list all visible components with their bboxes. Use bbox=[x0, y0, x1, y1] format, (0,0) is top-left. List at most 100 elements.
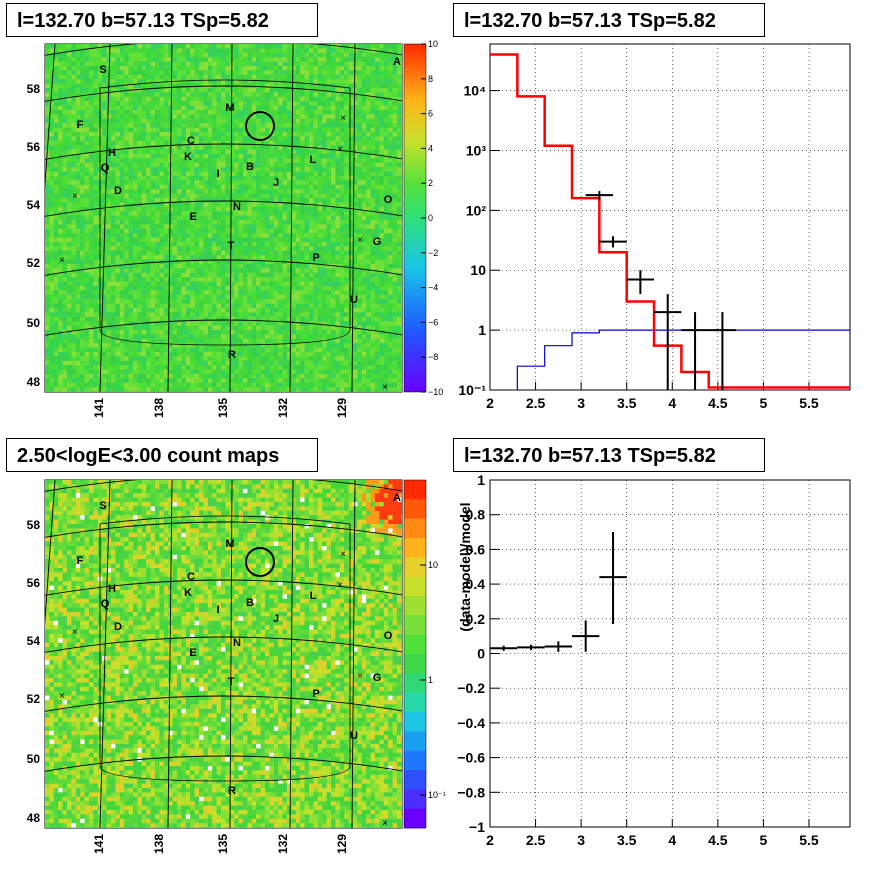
map-pixel bbox=[251, 105, 257, 111]
map-pixel bbox=[379, 114, 384, 119]
map-pixel bbox=[45, 70, 50, 75]
map-pixel bbox=[397, 281, 402, 287]
map-pixel bbox=[45, 92, 50, 97]
map-pixel bbox=[62, 215, 68, 221]
map-pixel bbox=[304, 83, 310, 89]
map-pixel bbox=[67, 237, 72, 243]
map-pixel bbox=[353, 118, 358, 124]
map-pixel bbox=[172, 211, 178, 216]
map-pixel bbox=[45, 286, 50, 291]
map-pixel bbox=[243, 96, 248, 102]
map-pixel bbox=[124, 162, 129, 168]
map-pixel bbox=[229, 294, 235, 300]
map-pixel bbox=[128, 277, 134, 282]
map-pixel bbox=[300, 286, 305, 291]
map-pixel bbox=[291, 180, 296, 185]
map-pixel bbox=[199, 101, 204, 106]
map-pixel bbox=[300, 264, 305, 269]
map-pixel bbox=[229, 158, 235, 163]
map-pixel bbox=[326, 110, 332, 115]
map-pixel bbox=[45, 255, 50, 260]
map-pixel bbox=[150, 149, 156, 155]
map-pixel bbox=[49, 61, 54, 67]
map-pixel bbox=[265, 171, 270, 177]
map-pixel bbox=[370, 149, 376, 155]
map-pixel bbox=[247, 57, 252, 62]
map-pixel bbox=[80, 52, 85, 58]
map-pixel bbox=[93, 299, 98, 304]
map-pixel bbox=[322, 96, 327, 102]
map-pixel bbox=[353, 242, 358, 247]
map-pixel bbox=[67, 145, 72, 150]
map-pixel bbox=[62, 96, 68, 102]
map-pixel bbox=[326, 136, 332, 141]
map-pixel bbox=[357, 57, 362, 62]
map-pixel bbox=[331, 308, 336, 313]
map-pixel bbox=[370, 255, 376, 260]
map-pixel bbox=[137, 237, 142, 243]
map-pixel bbox=[128, 189, 134, 194]
map-pixel bbox=[326, 162, 332, 168]
map-pixel bbox=[128, 294, 134, 300]
map-pixel bbox=[150, 184, 156, 190]
map-pixel bbox=[361, 70, 367, 75]
map-pixel bbox=[225, 127, 230, 133]
map-pixel bbox=[207, 281, 213, 287]
map-pixel bbox=[361, 255, 367, 260]
map-pixel bbox=[155, 189, 160, 194]
map-pixel bbox=[278, 220, 283, 225]
map-pixel bbox=[111, 294, 116, 300]
map-pixel bbox=[322, 242, 327, 247]
map-pixel bbox=[71, 228, 76, 234]
map-pixel bbox=[75, 180, 81, 185]
map-pixel bbox=[331, 215, 336, 221]
map-pixel bbox=[309, 57, 314, 62]
map-pixel bbox=[141, 211, 147, 216]
map-pixel bbox=[221, 193, 226, 199]
map-pixel bbox=[256, 250, 261, 256]
map-pixel bbox=[278, 101, 283, 106]
map-pixel bbox=[119, 281, 125, 287]
map-pixel bbox=[225, 105, 230, 111]
map-pixel bbox=[309, 158, 314, 163]
map-pixel bbox=[212, 233, 217, 238]
map-pixel bbox=[265, 246, 270, 251]
map-pixel bbox=[89, 272, 94, 278]
map-pixel bbox=[190, 48, 195, 53]
map-pixel bbox=[322, 308, 327, 313]
map-pixel bbox=[89, 224, 94, 229]
map-pixel bbox=[115, 308, 120, 313]
map-pixel bbox=[141, 206, 147, 212]
map-pixel bbox=[221, 149, 226, 155]
map-pixel bbox=[177, 105, 182, 111]
map-pixel bbox=[269, 264, 274, 269]
map-pixel bbox=[221, 101, 226, 106]
map-pixel bbox=[75, 101, 81, 106]
map-pixel bbox=[190, 57, 195, 62]
map-pixel bbox=[71, 61, 76, 67]
map-pixel bbox=[199, 52, 204, 58]
map-pixel bbox=[190, 272, 195, 278]
map-pixel bbox=[256, 114, 261, 119]
map-pixel bbox=[269, 277, 274, 282]
map-pixel bbox=[190, 228, 195, 234]
map-pixel bbox=[339, 259, 345, 265]
map-pixel bbox=[366, 242, 371, 247]
map-pixel bbox=[102, 193, 107, 199]
map-pixel bbox=[383, 237, 389, 243]
map-pixel bbox=[370, 44, 376, 49]
map-pixel bbox=[291, 83, 296, 89]
map-pixel bbox=[185, 48, 191, 53]
map-pixel bbox=[366, 154, 371, 159]
map-pixel bbox=[273, 237, 279, 243]
map-pixel bbox=[256, 74, 261, 80]
map-pixel bbox=[177, 61, 182, 67]
map-pixel bbox=[317, 167, 323, 172]
map-pixel bbox=[348, 114, 354, 119]
map-pixel bbox=[150, 202, 156, 207]
map-pixel bbox=[115, 162, 120, 168]
map-pixel bbox=[397, 220, 402, 225]
map-pixel bbox=[247, 303, 252, 309]
map-pixel bbox=[119, 228, 125, 234]
map-pixel bbox=[137, 57, 142, 62]
